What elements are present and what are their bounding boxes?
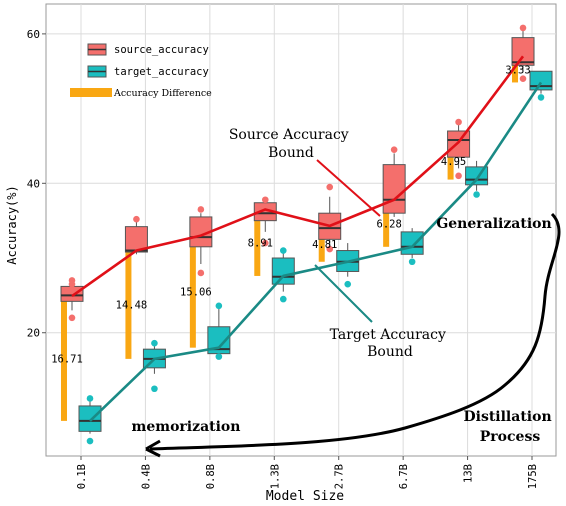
box-flier — [473, 191, 480, 198]
box-plots — [60, 24, 553, 445]
source_accuracy-trend-line — [71, 55, 525, 298]
source-bound-annotation: Source Accuracy Bound — [229, 127, 353, 161]
legend-difference-swatch — [70, 88, 112, 97]
box-flier — [279, 247, 287, 254]
x-tick-label: 175B — [527, 464, 539, 489]
source-bound-arrow — [316, 159, 381, 217]
x-tick-label: 1.3B — [269, 464, 281, 489]
difference-label: 8.91 — [248, 238, 273, 250]
box-flier — [455, 172, 462, 180]
box-flier — [261, 239, 269, 247]
target-bound-arrow — [314, 264, 373, 323]
accuracy-difference-bar — [125, 250, 132, 359]
difference-labels: 16.71 14.48 15.06 8.91 4.81 6.28 4.95 3.33 — [51, 64, 530, 365]
box-flier — [519, 75, 527, 83]
box — [271, 257, 295, 285]
difference-label: 15.06 — [180, 287, 212, 299]
box-flier — [86, 437, 94, 445]
accuracy-difference-bar — [447, 142, 454, 180]
x-axis-label: Model Size — [266, 489, 344, 504]
x-tick-label: 0.4B — [140, 464, 152, 489]
accuracy-difference-bar — [61, 296, 67, 421]
box-flier — [326, 183, 334, 191]
y-tick-label: 60 — [27, 28, 40, 41]
box-flier — [68, 314, 76, 322]
box-flier — [151, 385, 158, 393]
box-flier — [86, 395, 94, 402]
memorization-annotation: memorization — [132, 419, 241, 435]
box — [78, 405, 102, 432]
box-flier — [68, 277, 76, 284]
y-axis-ticks: 20 40 60 — [27, 28, 46, 340]
box-flier — [344, 280, 352, 288]
box — [447, 130, 471, 158]
x-tick-label: 13B — [463, 464, 475, 483]
box — [382, 164, 406, 214]
box-flier — [455, 118, 462, 126]
accuracy-difference-bar — [383, 199, 390, 247]
box-flier — [519, 24, 527, 32]
difference-label: 4.95 — [441, 156, 466, 168]
target_accuracy-trend-line — [89, 81, 543, 422]
difference-label: 16.71 — [51, 354, 83, 366]
generalization-annotation: Generalization — [436, 216, 551, 232]
accuracy-difference-bar — [512, 56, 519, 83]
distillation-curve-arrow — [149, 212, 561, 451]
trend-lines — [71, 55, 543, 422]
legend-target-label: target_accuracy — [114, 66, 209, 78]
y-axis-label: Accuracy(%) — [5, 185, 19, 264]
box-flier — [197, 206, 205, 213]
legend-source-label: source_accuracy — [114, 44, 209, 56]
box — [60, 285, 84, 302]
box-flier — [390, 146, 398, 153]
x-tick-label: 0.1B — [76, 464, 88, 489]
distillation-arrowhead — [145, 439, 161, 458]
box-flier — [215, 302, 223, 310]
x-tick-label: 6.7B — [398, 464, 410, 489]
box-flier — [537, 94, 545, 101]
box-flier — [133, 215, 140, 223]
target-bound-annotation: Target Accuracy Bound — [330, 327, 451, 360]
difference-label: 4.81 — [312, 239, 337, 251]
box — [400, 231, 424, 255]
accuracy-difference-bars — [61, 56, 519, 421]
y-tick-label: 20 — [27, 327, 40, 340]
accuracy-difference-bar — [254, 209, 261, 276]
accuracy-difference-bar — [189, 235, 196, 348]
box-flier — [151, 339, 158, 347]
difference-label: 6.28 — [377, 218, 402, 230]
legend-difference-label: Accuracy Difference — [113, 88, 212, 99]
x-tick-label: 0.8B — [205, 464, 217, 489]
difference-label: 3.33 — [505, 64, 530, 76]
y-tick-label: 40 — [27, 177, 40, 190]
distillation-annotation: Distillation Process — [463, 409, 556, 445]
box-flier — [408, 258, 416, 266]
x-axis-ticks: 0.1B 0.4B 0.8B 1.3B 2.7B 6.7B 13B 175B — [76, 456, 539, 489]
legend: source_accuracy target_accuracy Accuracy… — [70, 43, 212, 99]
annotation-arrows — [145, 159, 561, 458]
x-tick-label: 2.7B — [334, 464, 346, 489]
box-flier — [261, 196, 269, 204]
box-flier — [197, 269, 205, 277]
box-flier — [279, 295, 287, 303]
box-flier — [215, 353, 223, 360]
accuracy-difference-bar — [318, 225, 325, 262]
difference-label: 14.48 — [116, 300, 148, 312]
box — [511, 37, 535, 66]
box-flier — [326, 245, 334, 253]
